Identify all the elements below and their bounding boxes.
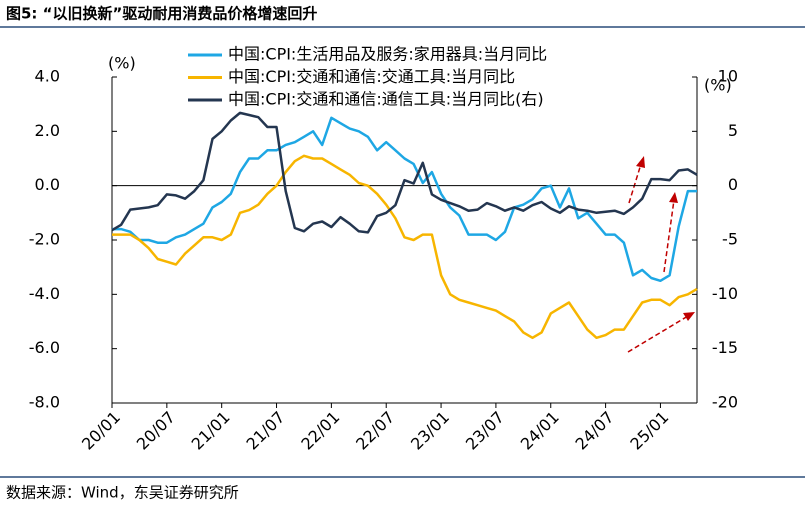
x-tick-label: 22/07 <box>352 408 398 454</box>
legend-label: 中国:CPI:交通和通信:交通工具:当月同比 <box>228 67 515 86</box>
series-line <box>111 111 698 234</box>
legend-label: 中国:CPI:交通和通信:通信工具:当月同比(右) <box>228 90 544 109</box>
series-line <box>112 116 697 283</box>
y-tick-label: 0.0 <box>35 175 60 194</box>
x-tick-label: 20/07 <box>133 408 179 454</box>
source-note: 数据来源：Wind，东吴证券研究所 <box>6 484 239 502</box>
annotation-arrows <box>627 163 689 353</box>
x-tick-label: 24/01 <box>517 408 563 454</box>
x-tick-label: 22/01 <box>297 408 343 454</box>
y-tick-label: -6.0 <box>29 338 60 357</box>
y-tick-label: -2.0 <box>29 230 60 249</box>
legend-label: 中国:CPI:生活用品及服务:家用器具:当月同比 <box>228 45 547 64</box>
x-tick-label: 25/01 <box>626 408 672 454</box>
y2-tick-label: -15 <box>712 338 738 357</box>
y-tick-label: -8.0 <box>29 393 60 412</box>
x-tick-label: 20/01 <box>78 408 124 454</box>
y-tick-label: 2.0 <box>35 121 60 140</box>
x-tick-label: 23/07 <box>462 408 508 454</box>
series-line <box>112 154 698 340</box>
y2-tick-label: 10 <box>718 67 738 86</box>
y-tick-label: -4.0 <box>29 284 60 303</box>
y2-unit: (%) <box>704 76 732 95</box>
y2-tick-label: -10 <box>712 284 738 303</box>
arrow-heads <box>636 156 695 321</box>
x-tick-label: 21/07 <box>243 408 289 454</box>
y-unit: (%) <box>108 54 136 73</box>
x-tick-label: 24/07 <box>572 408 618 454</box>
x-tick-label: 23/01 <box>407 408 453 454</box>
x-tick-label: 21/01 <box>188 408 234 454</box>
y2-tick-label: 0 <box>728 175 738 194</box>
y2-tick-label: 5 <box>728 121 738 140</box>
y2-tick-label: -20 <box>712 393 738 412</box>
chart-title: 图5: “以旧换新”驱动耐用消费品价格增速回升 <box>6 5 317 23</box>
y-tick-label: 4.0 <box>35 67 60 86</box>
y2-tick-label: -5 <box>722 230 738 249</box>
